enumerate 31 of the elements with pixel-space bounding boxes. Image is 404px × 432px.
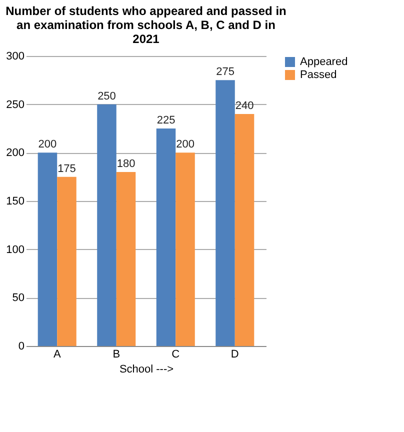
y-tick-label: 200	[6, 147, 24, 160]
y-tick-label: 150	[6, 196, 24, 208]
bar	[234, 114, 254, 346]
data-label: 175	[58, 162, 76, 175]
y-tick-label: 100	[6, 244, 24, 256]
y-tick-label: 50	[12, 292, 24, 304]
bar	[97, 104, 116, 346]
data-label: 200	[176, 138, 194, 151]
bar	[216, 80, 235, 346]
data-label: 240	[235, 100, 254, 112]
y-tick-label: 300	[6, 50, 24, 62]
data-label: 250	[98, 90, 116, 102]
y-tick-label: 250	[6, 98, 24, 111]
bar	[156, 128, 176, 346]
bar	[176, 152, 195, 346]
x-tick-label: B	[112, 348, 120, 360]
chart-title: Number of students who appeared and passed in an examination from schools A, B, C and D in 2021	[6, 4, 286, 46]
x-tick-label: A	[53, 348, 62, 360]
data-label: 180	[116, 158, 136, 170]
y-tick-label: 0	[18, 340, 24, 352]
bar	[116, 172, 136, 346]
legend-label: Passed	[300, 69, 337, 81]
bar	[57, 176, 76, 346]
x-tick-label: C	[172, 348, 180, 360]
x-axis-title: School --->	[119, 364, 174, 376]
legend-label: Appeared	[300, 56, 348, 68]
bar	[38, 152, 58, 346]
x-tick-label: D	[230, 348, 239, 360]
data-label: 225	[156, 114, 176, 126]
data-label: 200	[38, 138, 57, 151]
data-label: 275	[216, 66, 234, 78]
